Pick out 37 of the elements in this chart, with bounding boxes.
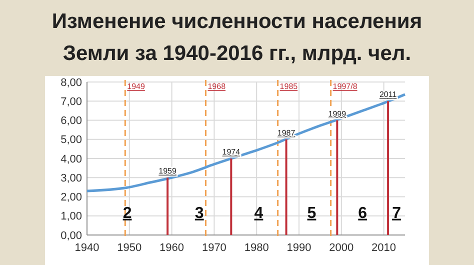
annotation: 1959 (158, 166, 178, 176)
ref-line-label: 1968 (208, 82, 226, 91)
x-tick-label: 1990 (286, 242, 312, 254)
x-tick-label: 1960 (160, 242, 184, 254)
ref-line-label: 1949 (127, 82, 146, 91)
line-series (86, 93, 406, 192)
annotation: 4 (254, 204, 264, 222)
bar (336, 120, 338, 235)
bar (166, 178, 169, 235)
annotation: 1974 (222, 148, 241, 156)
x-tick-label: 2010 (372, 242, 396, 254)
y-tick-label: 0,00 (60, 230, 82, 242)
x-tick-label: 2000 (329, 242, 354, 254)
annotation: 2011 (379, 90, 398, 100)
annotation: 7 (392, 204, 402, 222)
y-tick-label: 6,00 (60, 115, 82, 128)
annotation: 3 (194, 204, 204, 222)
bar (230, 158, 232, 235)
y-tick-label: 1,00 (60, 210, 82, 223)
chart-title: Изменение численности населения Земли за 1940-2016 гг., млрд. чел. (52, 10, 422, 65)
y-tick-label: 7,00 (60, 96, 82, 108)
y-tick-label: 8,00 (60, 76, 82, 89)
annotation: 2 (122, 204, 132, 222)
annotation: 6 (358, 204, 368, 222)
y-tick-label: 3,00 (60, 172, 82, 184)
bar (285, 139, 288, 235)
ref-line-label: 1997/8 (332, 82, 358, 91)
x-tick-label: 1950 (117, 242, 142, 254)
annotation: 5 (307, 204, 316, 222)
x-tick-label: 1980 (244, 242, 269, 254)
x-tick-label: 1970 (202, 242, 226, 254)
ref-line-label: 1985 (280, 82, 298, 91)
y-tick-label: 2,00 (60, 192, 82, 204)
y-tick-label: 5,00 (60, 134, 82, 146)
x-tick-label: 1940 (74, 242, 100, 254)
y-tick-label: 4,00 (60, 153, 82, 166)
bar (387, 101, 390, 235)
